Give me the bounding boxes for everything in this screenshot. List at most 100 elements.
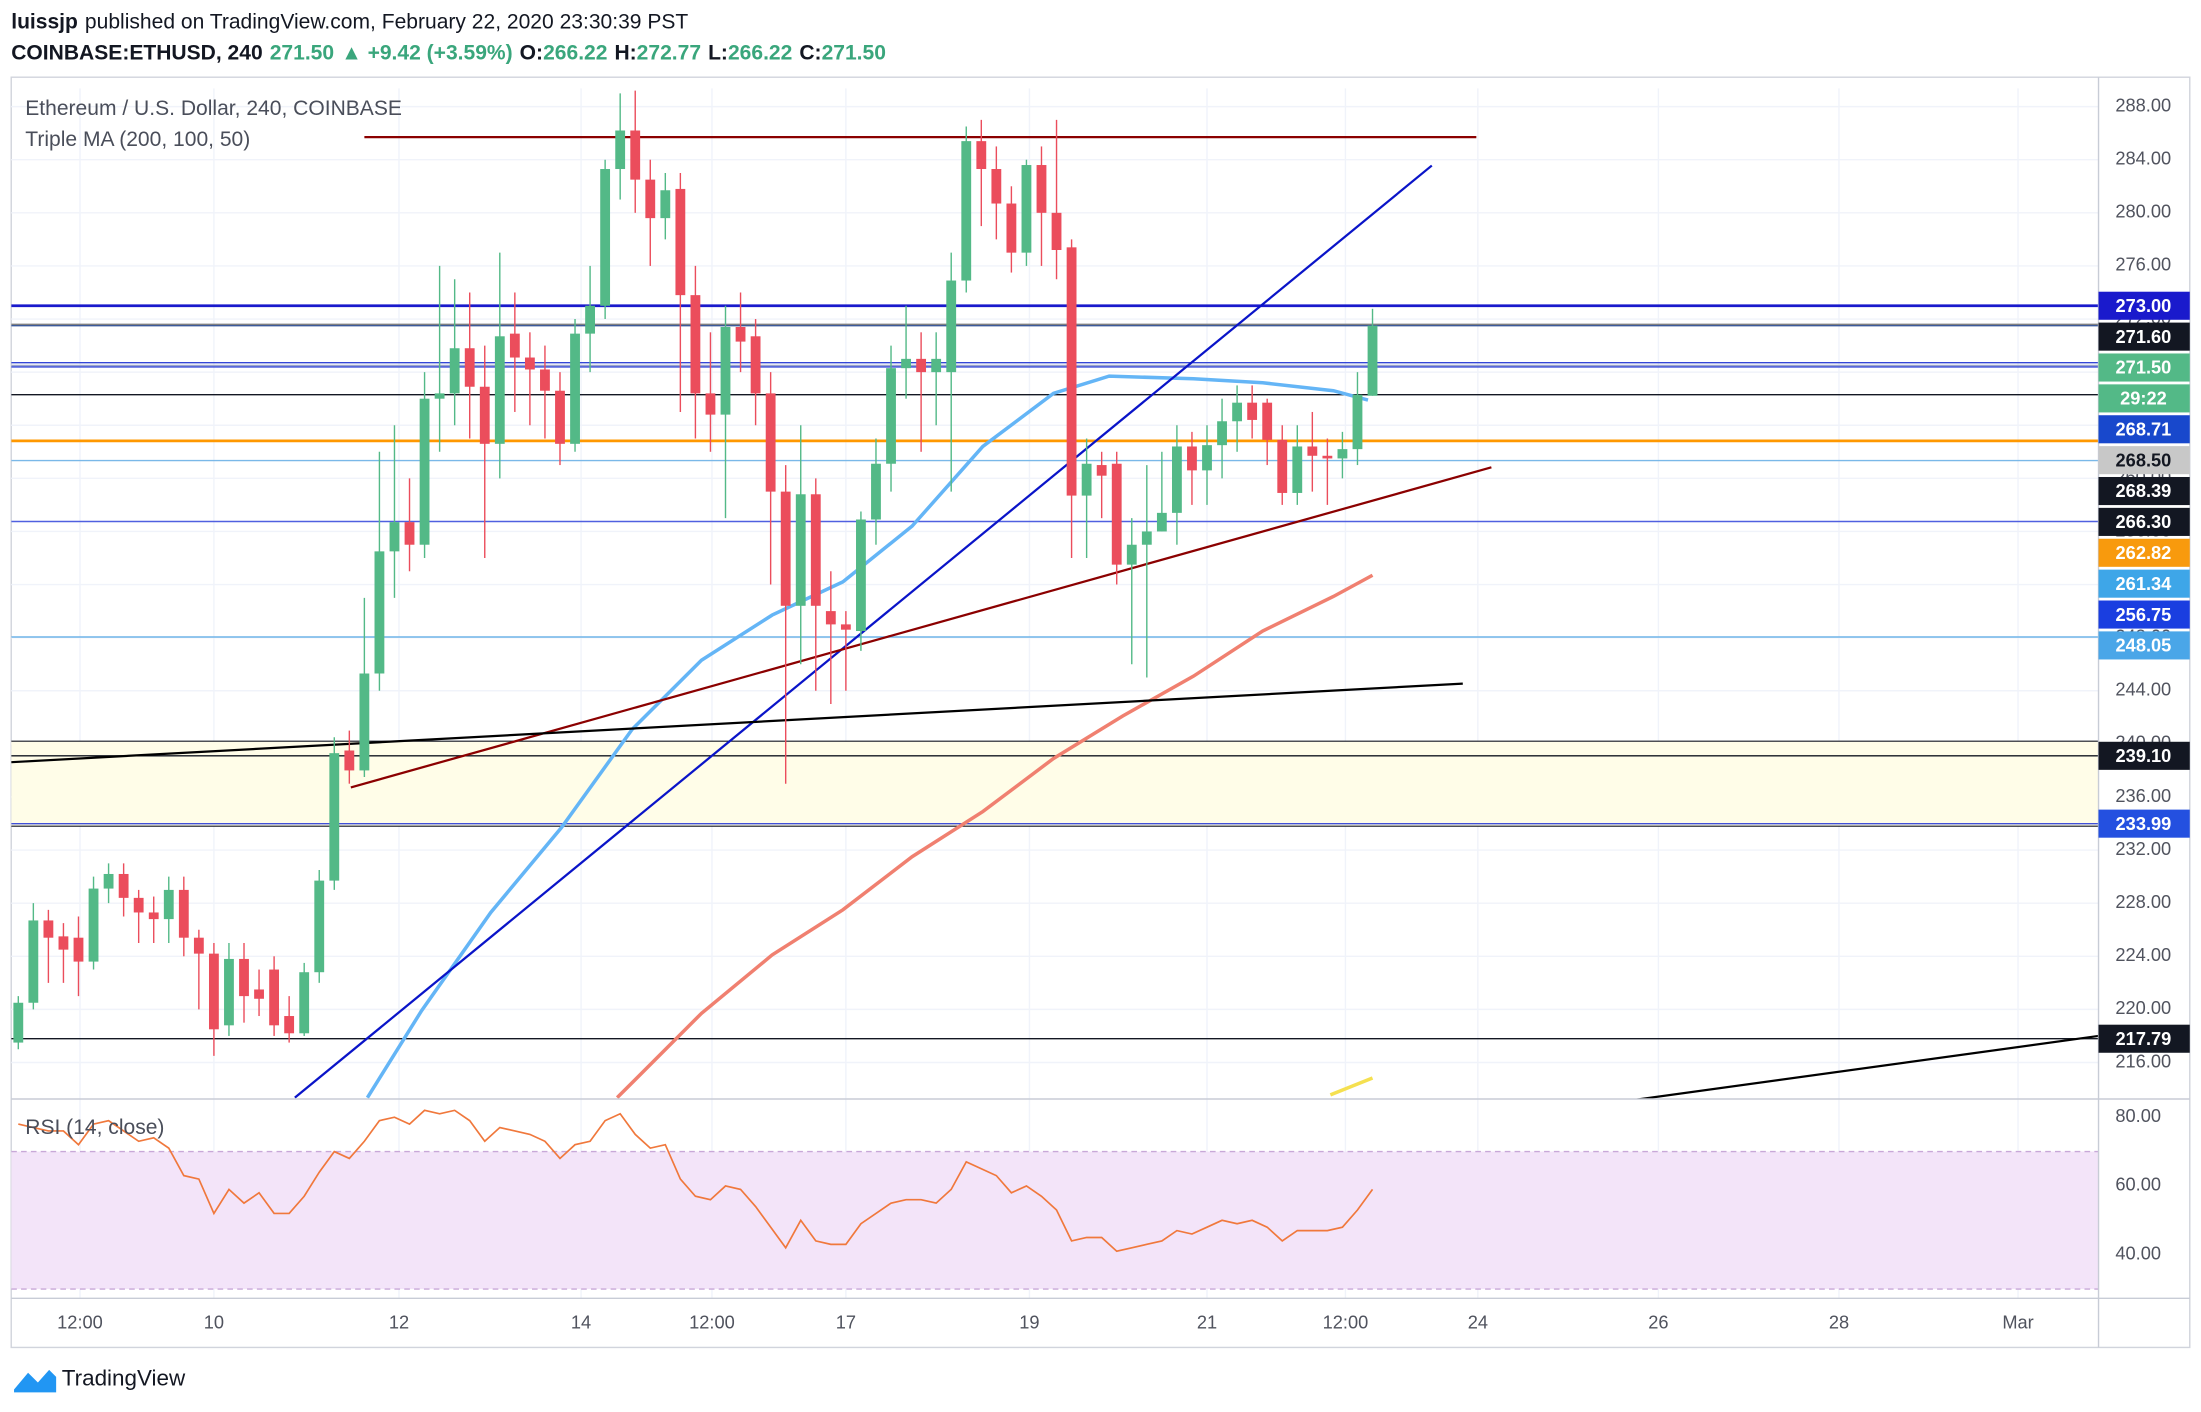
trend-line	[1632, 1034, 2099, 1100]
candle-body	[871, 463, 881, 520]
x-tick-label: 17	[836, 1311, 856, 1332]
level-label-box	[2098, 538, 2190, 567]
candle-body	[524, 357, 535, 370]
rsi-band	[11, 1151, 2099, 1290]
candle-body	[886, 368, 896, 464]
x-tick-label: 12	[389, 1311, 409, 1332]
level-label-box	[2098, 569, 2190, 598]
level-label-box	[2098, 353, 2190, 382]
ohlc-value: 271.50	[822, 41, 886, 64]
candle-body	[780, 491, 791, 606]
zone	[11, 741, 2099, 827]
candle-body	[630, 130, 641, 180]
level-label: 248.05	[2116, 635, 2172, 656]
candle-body	[1367, 325, 1378, 396]
x-tick-label: Mar	[2002, 1311, 2033, 1332]
candle-body	[1036, 165, 1047, 213]
level-label-box	[2098, 446, 2190, 475]
candle-body	[208, 953, 219, 1030]
candle-body	[494, 336, 505, 444]
candle-body	[1232, 402, 1243, 422]
candle-body	[224, 958, 234, 1026]
candle-body	[118, 873, 129, 898]
watermark: TradingView	[62, 1366, 186, 1391]
level-label: 268.39	[2116, 480, 2172, 501]
candle-body	[479, 386, 490, 444]
candle-body	[1262, 402, 1273, 440]
candle-body	[1202, 445, 1212, 471]
candle-body	[13, 1002, 24, 1043]
candle-body	[1247, 402, 1258, 420]
ohlc-value: 272.77	[637, 41, 701, 64]
candle-body	[404, 522, 415, 545]
logo-icon	[14, 1369, 57, 1393]
candle-body	[555, 390, 565, 444]
level-label: 217.79	[2116, 1028, 2172, 1049]
level-label-box	[2098, 322, 2190, 351]
candle-body	[464, 348, 475, 387]
candle-body	[976, 141, 987, 170]
level-label: 273.00	[2116, 295, 2172, 316]
y-tick-label: 216.00	[2115, 1050, 2171, 1071]
candle-body	[1081, 463, 1092, 496]
moving-average	[615, 573, 1374, 1099]
x-tick-label: 12:00	[1323, 1311, 1369, 1332]
candle-body	[690, 295, 701, 394]
level-label-box	[2098, 291, 2190, 320]
candle-body	[675, 188, 686, 296]
level-label-box	[2098, 415, 2190, 444]
y-tick-label: 280.00	[2115, 201, 2171, 222]
candle-body	[1111, 463, 1122, 565]
candle-body	[254, 989, 264, 999]
candle-body	[314, 880, 325, 973]
level-label-box	[2098, 1024, 2190, 1053]
y-tick-label: 244.00	[2115, 679, 2171, 700]
level-label-box	[2098, 809, 2190, 838]
candle-body	[269, 969, 280, 1026]
change-arrow: ▲	[341, 41, 362, 64]
candle-body	[540, 369, 550, 391]
candle-body	[946, 280, 957, 373]
candle-body	[344, 750, 355, 771]
candle-body	[374, 551, 385, 674]
x-tick-label: 28	[1829, 1311, 1849, 1332]
level-label: 262.82	[2116, 542, 2172, 563]
level-label: 261.34	[2116, 573, 2173, 594]
axes: 12:00 10 12 14 12:00 17 19 21 12:00 24 26 28 Mar 288.…	[57, 94, 2190, 1332]
change: +9.42 (+3.59%)	[368, 41, 513, 64]
candle-body	[795, 494, 806, 606]
rsi-tick-label: 40.00	[2115, 1242, 2161, 1263]
candle-body	[434, 393, 445, 399]
level-label-box	[2098, 631, 2190, 660]
candle-body	[825, 611, 836, 625]
candle-body	[58, 936, 69, 950]
ohlc-key: L:	[708, 41, 728, 64]
x-tick-label: 21	[1197, 1311, 1217, 1332]
candle-body	[720, 326, 731, 415]
candle-body	[615, 130, 626, 170]
trend-line	[11, 682, 1463, 764]
x-tick-label: 12:00	[57, 1311, 103, 1332]
candle-body	[509, 333, 520, 358]
candle-body	[840, 624, 851, 630]
candle-body	[931, 358, 942, 373]
candle-body	[193, 937, 204, 954]
candle-body	[1051, 212, 1062, 250]
ohlc-key: C:	[799, 41, 821, 64]
ohlc-key: H:	[614, 41, 636, 64]
trend-line	[294, 164, 1433, 1099]
candle-body	[163, 889, 174, 920]
candle-body	[810, 494, 821, 606]
x-tick-label: 14	[571, 1311, 591, 1332]
x-tick-label: 10	[204, 1311, 224, 1332]
candle-body	[570, 333, 580, 444]
x-tick-label: 26	[1648, 1311, 1668, 1332]
candle-body	[1126, 544, 1137, 565]
moving-average	[1329, 1076, 1374, 1097]
candle-body	[299, 972, 310, 1034]
y-tick-label: 220.00	[2115, 997, 2171, 1018]
logo	[14, 1369, 57, 1393]
candle-body	[1187, 446, 1197, 471]
candle-body	[660, 190, 671, 219]
